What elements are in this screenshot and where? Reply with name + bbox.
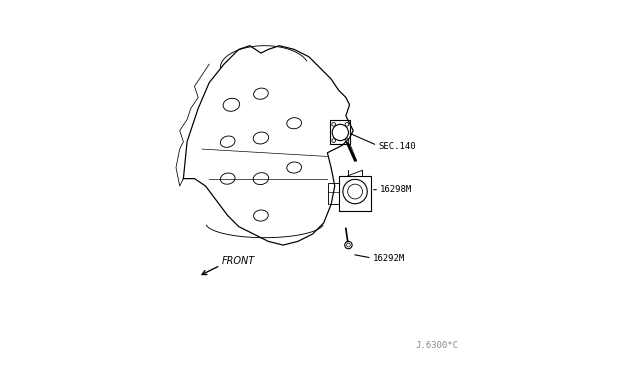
Text: FRONT: FRONT (221, 256, 255, 266)
Text: J.6300*C: J.6300*C (415, 341, 458, 350)
Text: SEC.140: SEC.140 (378, 142, 415, 151)
Text: 16298M: 16298M (380, 185, 412, 194)
Text: 16292M: 16292M (372, 254, 404, 263)
